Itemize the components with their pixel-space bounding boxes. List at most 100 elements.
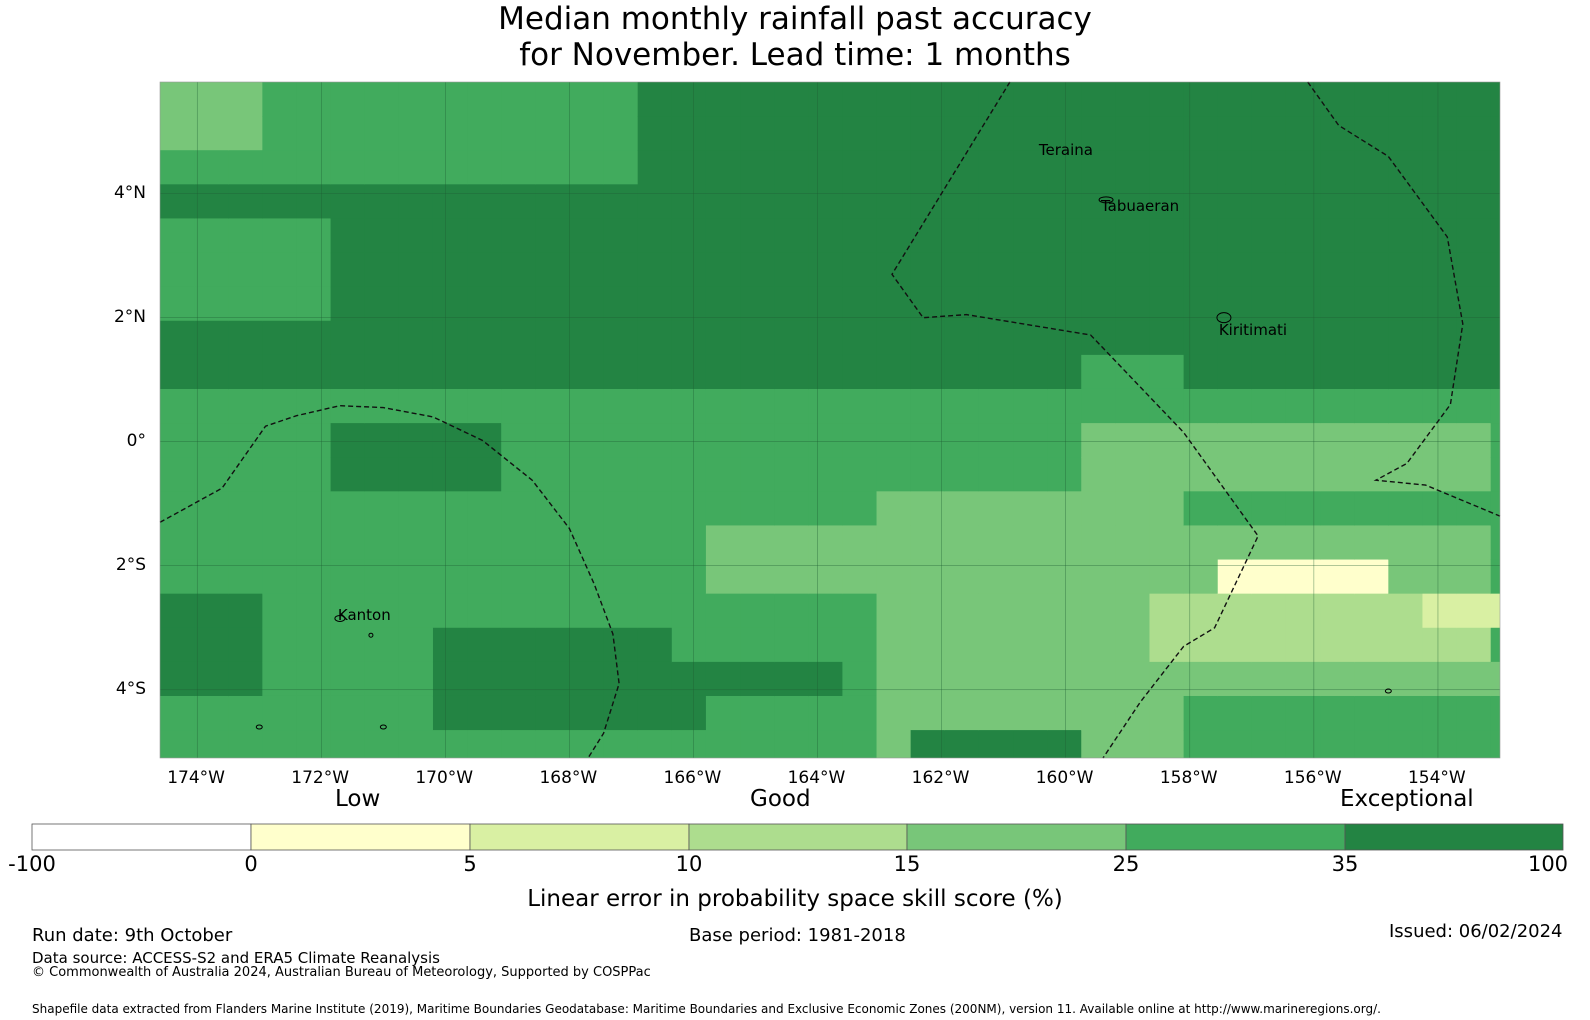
map-cell bbox=[1388, 184, 1424, 220]
map-cell bbox=[705, 457, 741, 492]
map-cell bbox=[705, 82, 741, 117]
map-cell bbox=[569, 559, 605, 595]
map-cell bbox=[1422, 82, 1458, 117]
map-cell bbox=[1013, 354, 1048, 390]
island-outline bbox=[1384, 688, 1392, 694]
map-cell bbox=[1047, 559, 1082, 595]
map-cell bbox=[1013, 388, 1048, 424]
map-cell bbox=[774, 525, 809, 561]
map-cell bbox=[910, 354, 946, 390]
map-cell bbox=[1149, 457, 1185, 492]
map-cell bbox=[1251, 286, 1287, 322]
map-cell bbox=[535, 218, 571, 254]
map-cell bbox=[774, 423, 809, 458]
map-cell bbox=[467, 354, 502, 390]
map-cell bbox=[398, 559, 434, 595]
map-cell bbox=[1149, 730, 1185, 758]
map-cell bbox=[1115, 286, 1151, 322]
map-cell bbox=[671, 184, 707, 220]
map-cell bbox=[569, 457, 605, 492]
map-cell bbox=[978, 559, 1014, 595]
map-cell bbox=[194, 491, 229, 527]
map-cell bbox=[228, 218, 263, 254]
map-cell bbox=[603, 730, 639, 758]
map-cell bbox=[1320, 457, 1355, 492]
map-cell bbox=[262, 491, 298, 527]
map-cell bbox=[432, 730, 468, 758]
map-cell bbox=[1320, 491, 1355, 527]
map-cell bbox=[808, 82, 844, 117]
map-cell bbox=[501, 730, 536, 758]
map-cell bbox=[1183, 252, 1219, 288]
map-cell bbox=[364, 184, 400, 220]
map-cell bbox=[671, 286, 707, 322]
map-cell bbox=[296, 82, 332, 117]
map-cell bbox=[1251, 423, 1287, 458]
map-cell bbox=[398, 423, 434, 458]
map-cell bbox=[467, 388, 502, 424]
map-cell bbox=[501, 116, 536, 151]
map-cell bbox=[1047, 354, 1082, 390]
map-cell bbox=[944, 354, 980, 390]
lon-tick-label: 158°W bbox=[1159, 768, 1218, 788]
map-cell bbox=[1422, 457, 1458, 492]
map-cell bbox=[364, 423, 400, 458]
map-cell bbox=[569, 218, 605, 254]
map-cell bbox=[671, 525, 707, 561]
map-cell bbox=[432, 423, 468, 458]
map-cell bbox=[1081, 82, 1116, 117]
map-cell bbox=[1490, 388, 1500, 424]
map-cell bbox=[1354, 559, 1389, 595]
map-cell bbox=[1081, 116, 1116, 151]
map-cell bbox=[569, 423, 605, 458]
map-cell bbox=[978, 491, 1014, 527]
map-cell bbox=[774, 150, 809, 185]
map-cell bbox=[808, 423, 844, 458]
map-cell bbox=[398, 695, 434, 731]
map-cell bbox=[1251, 661, 1287, 697]
map-cell bbox=[1183, 388, 1219, 424]
map-cell bbox=[1251, 320, 1287, 356]
map-cell bbox=[1490, 695, 1500, 731]
map-cell bbox=[228, 491, 263, 527]
map-cell bbox=[1217, 661, 1253, 697]
map-cell bbox=[1217, 695, 1253, 731]
map-cell bbox=[501, 559, 536, 595]
map-cell bbox=[1081, 627, 1116, 663]
map-cell bbox=[1320, 559, 1355, 595]
map-cell bbox=[1490, 593, 1500, 629]
lat-tick-label: 0° bbox=[126, 430, 146, 451]
map-cell bbox=[1422, 252, 1458, 288]
map-cell bbox=[296, 423, 332, 458]
lon-tick-label: 154°W bbox=[1407, 768, 1466, 788]
map-cell bbox=[740, 491, 775, 527]
map-cell bbox=[194, 286, 229, 322]
map-cell bbox=[1251, 354, 1287, 390]
map-cell bbox=[910, 627, 946, 663]
map-cell bbox=[160, 286, 195, 322]
map-cell bbox=[228, 661, 263, 697]
map-cell bbox=[978, 457, 1014, 492]
map-cell bbox=[740, 150, 775, 185]
map-cell bbox=[603, 525, 639, 561]
map-cell bbox=[398, 116, 434, 151]
map-cell bbox=[1217, 286, 1253, 322]
map-cell bbox=[1490, 730, 1500, 758]
map-cell bbox=[705, 218, 741, 254]
map-cell bbox=[1285, 116, 1321, 151]
map-cell bbox=[774, 82, 809, 117]
map-cell bbox=[1047, 661, 1082, 697]
map-cell bbox=[1149, 218, 1185, 254]
map-cell bbox=[1388, 525, 1424, 561]
map-cell bbox=[910, 252, 946, 288]
map-cell bbox=[262, 218, 298, 254]
map-cell bbox=[1320, 423, 1355, 458]
map-cell bbox=[603, 354, 639, 390]
map-cell bbox=[398, 218, 434, 254]
map-cell bbox=[228, 252, 263, 288]
map-cell bbox=[637, 525, 673, 561]
map-cell bbox=[1183, 457, 1219, 492]
map-cell bbox=[262, 184, 298, 220]
map-cell bbox=[1456, 661, 1492, 697]
map-cell bbox=[1115, 423, 1151, 458]
